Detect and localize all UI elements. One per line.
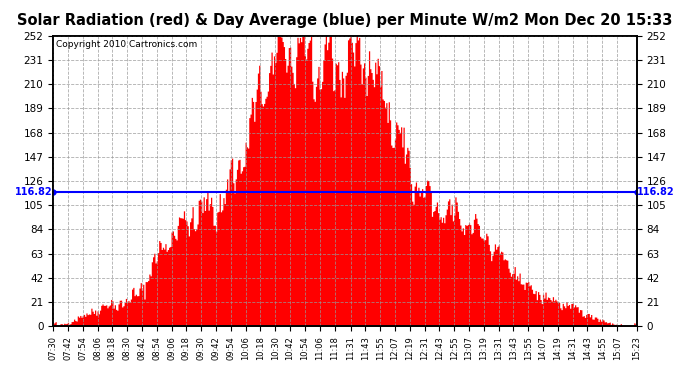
Text: 116.82: 116.82 — [638, 187, 675, 196]
Text: 116.82: 116.82 — [15, 187, 52, 196]
Text: Copyright 2010 Cartronics.com: Copyright 2010 Cartronics.com — [56, 40, 197, 49]
Text: Solar Radiation (red) & Day Average (blue) per Minute W/m2 Mon Dec 20 15:33: Solar Radiation (red) & Day Average (blu… — [17, 13, 673, 28]
